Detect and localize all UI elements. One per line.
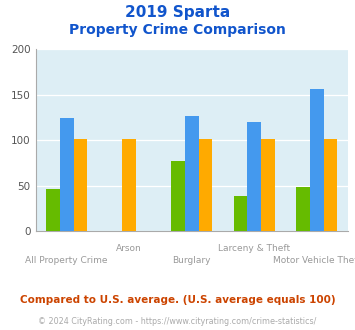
Text: Compared to U.S. average. (U.S. average equals 100): Compared to U.S. average. (U.S. average …	[20, 295, 335, 305]
Text: Motor Vehicle Theft: Motor Vehicle Theft	[273, 256, 355, 265]
Text: Burglary: Burglary	[173, 256, 211, 265]
Bar	[296, 186, 310, 231]
Text: © 2024 CityRating.com - https://www.cityrating.com/crime-statistics/: © 2024 CityRating.com - https://www.city…	[38, 317, 317, 326]
Text: Larceny & Theft: Larceny & Theft	[218, 244, 290, 253]
Bar	[185, 116, 198, 231]
Bar	[234, 196, 247, 231]
Bar	[73, 139, 87, 231]
Text: Property Crime Comparison: Property Crime Comparison	[69, 23, 286, 37]
Text: 2019 Sparta: 2019 Sparta	[125, 5, 230, 20]
Bar	[171, 161, 185, 231]
Bar	[247, 122, 261, 231]
Text: All Property Crime: All Property Crime	[26, 256, 108, 265]
Bar	[60, 117, 73, 231]
Bar	[310, 89, 323, 231]
Bar	[46, 189, 60, 231]
Bar	[261, 139, 275, 231]
Text: Arson: Arson	[116, 244, 142, 253]
Bar	[323, 139, 337, 231]
Bar	[198, 139, 212, 231]
Bar	[122, 139, 136, 231]
